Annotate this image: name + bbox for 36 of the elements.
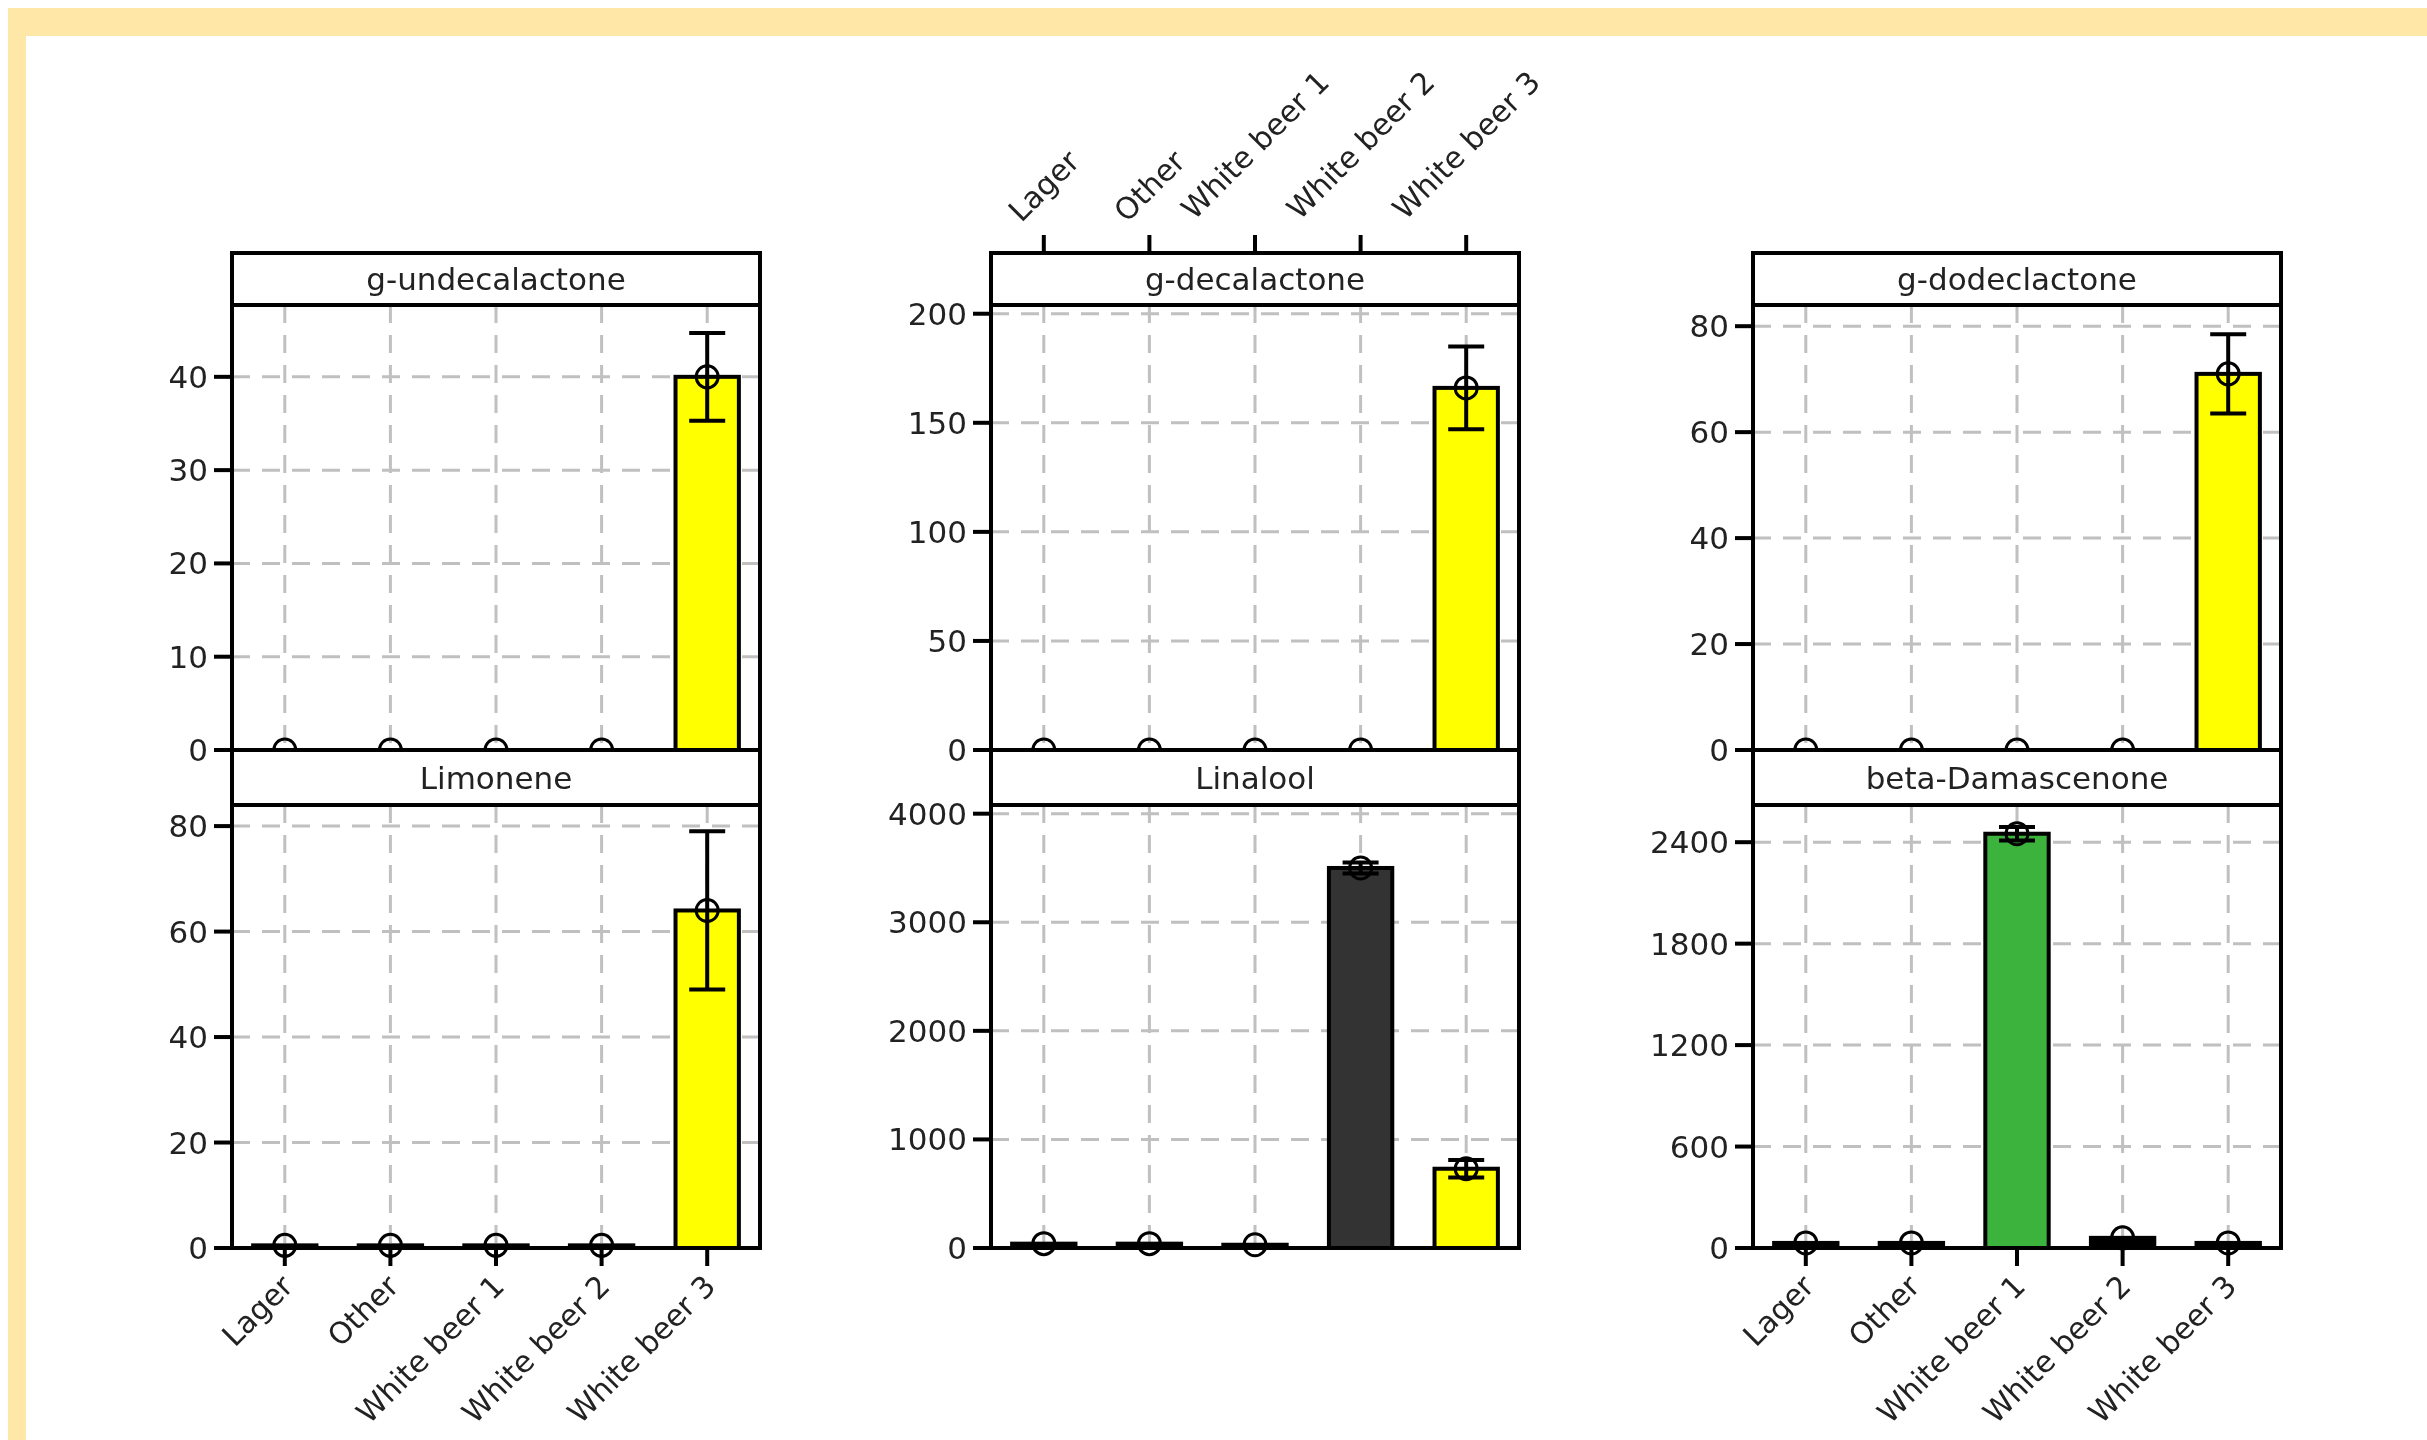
chart-title: g-undecalactone [366,261,626,297]
chart-title: g-decalactone [1144,261,1366,297]
chart-title: beta-Damascenone [1865,759,2169,796]
chart-title: Limonene [419,759,573,796]
y-tick-label: 2000 [888,1012,967,1049]
y-tick-label: 200 [907,295,967,332]
y-tick-label: 1200 [1650,1027,1729,1064]
y-tick-label: 10 [168,638,208,675]
y-tick-label: 0 [188,1230,208,1266]
y-tick-label: 0 [1709,732,1729,768]
y-tick-label: 1000 [888,1121,967,1158]
y-tick-label: 60 [168,913,208,950]
y-tick-label: 40 [168,1019,208,1056]
y-tick-label: 150 [907,404,967,441]
y-tick-label: 20 [168,545,208,582]
y-tick-label: 40 [1689,520,1729,557]
y-tick-label: 100 [907,513,967,550]
y-tick-label: 0 [947,732,967,768]
y-tick-label: 80 [168,808,208,845]
y-tick-label: 40 [168,358,208,395]
y-tick-label: 4000 [888,795,967,832]
y-tick-label: 0 [188,732,208,768]
y-tick-label: 20 [1689,626,1729,663]
y-tick-label: 3000 [888,904,967,941]
y-tick-label: 0 [947,1230,967,1266]
y-tick-label: 2400 [1650,824,1729,861]
chart-title: Linalool [1195,759,1315,796]
y-tick-label: 80 [1689,308,1729,345]
y-tick-label: 30 [168,452,208,489]
y-tick-label: 1800 [1650,925,1729,962]
y-tick-label: 60 [1689,414,1729,451]
chart-title: g-dodeclactone [1897,261,2137,297]
y-tick-label: 50 [927,622,967,659]
y-tick-label: 0 [1709,1230,1729,1266]
y-tick-label: 600 [1669,1128,1729,1165]
y-tick-label: 20 [168,1124,208,1161]
